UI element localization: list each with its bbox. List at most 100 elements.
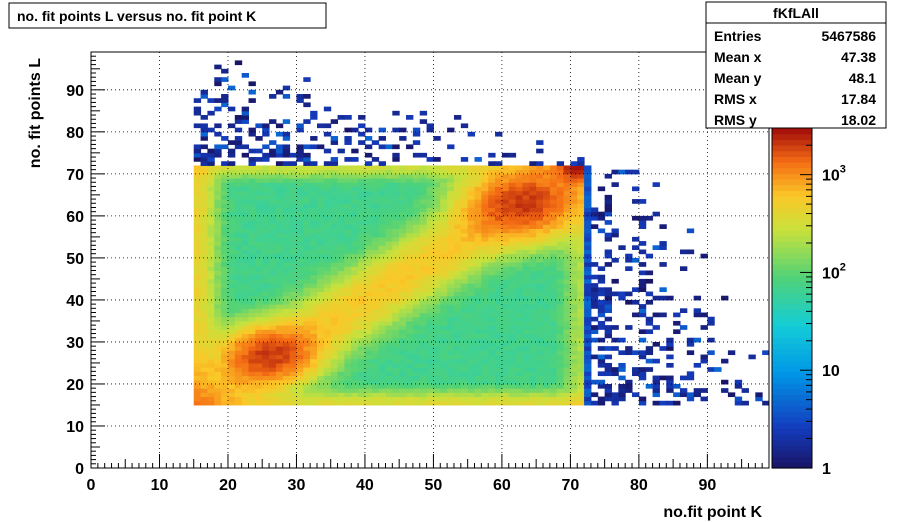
heatmap-cell bbox=[460, 304, 469, 309]
heatmap-cell bbox=[447, 329, 455, 335]
heatmap-cell bbox=[399, 211, 407, 217]
heatmap-cell bbox=[440, 367, 448, 372]
heatmap-cell bbox=[584, 346, 592, 351]
heatmap-cell bbox=[227, 312, 236, 318]
heatmap-cell bbox=[652, 325, 660, 330]
heatmap-cell bbox=[269, 270, 277, 276]
heatmap-cell bbox=[481, 224, 489, 229]
heatmap-cell bbox=[406, 291, 414, 297]
heatmap-cell bbox=[358, 190, 366, 196]
heatmap-cell bbox=[515, 400, 523, 406]
heatmap-cell bbox=[508, 400, 517, 406]
heatmap-cell bbox=[412, 354, 421, 360]
heatmap-cell bbox=[419, 312, 428, 318]
heatmap-cell bbox=[262, 236, 270, 242]
heatmap-cell bbox=[289, 379, 297, 385]
heatmap-cell bbox=[467, 400, 476, 406]
heatmap-cell bbox=[317, 379, 325, 385]
heatmap-cell bbox=[412, 283, 421, 288]
heatmap-cell bbox=[618, 169, 626, 175]
heatmap-cell bbox=[221, 312, 229, 318]
heatmap-cell bbox=[378, 270, 386, 276]
heatmap-cell bbox=[570, 400, 578, 406]
heatmap-cell bbox=[282, 173, 291, 179]
heatmap-cell bbox=[323, 182, 332, 187]
heatmap-cell bbox=[666, 362, 674, 368]
heatmap-cell bbox=[577, 245, 585, 250]
heatmap-cell bbox=[275, 178, 284, 183]
heatmap-cell bbox=[460, 320, 469, 326]
heatmap-cell bbox=[481, 232, 489, 238]
heatmap-cell bbox=[310, 350, 318, 356]
heatmap-cell bbox=[344, 249, 352, 255]
heatmap-cell bbox=[529, 341, 537, 347]
heatmap-cell bbox=[214, 350, 222, 356]
heatmap-cell bbox=[481, 325, 489, 330]
heatmap-cell bbox=[501, 341, 510, 347]
heatmap-cell bbox=[310, 379, 318, 385]
palette-swatch bbox=[772, 292, 812, 299]
stats-label: RMS y bbox=[714, 112, 757, 128]
heatmap-cell bbox=[378, 186, 386, 192]
heatmap-cell bbox=[207, 211, 215, 217]
heatmap-cell bbox=[296, 295, 304, 301]
heatmap-cell bbox=[296, 308, 304, 314]
heatmap-cell bbox=[364, 249, 373, 255]
heatmap-cell bbox=[522, 283, 530, 288]
heatmap-cell bbox=[344, 190, 352, 196]
heatmap-cell bbox=[563, 304, 571, 309]
heatmap-cell bbox=[666, 346, 674, 351]
heatmap-cell bbox=[248, 241, 256, 246]
heatmap-cell bbox=[481, 194, 489, 200]
heatmap-cell bbox=[248, 89, 256, 95]
heatmap-cell bbox=[556, 211, 565, 217]
heatmap-cell bbox=[296, 186, 304, 192]
heatmap-cell bbox=[289, 266, 297, 271]
heatmap-cell bbox=[207, 194, 215, 200]
heatmap-cell bbox=[638, 396, 647, 402]
heatmap-cell bbox=[323, 203, 332, 208]
heatmap-cell bbox=[563, 215, 571, 221]
heatmap-cell bbox=[529, 320, 537, 326]
heatmap-cell bbox=[310, 295, 318, 301]
heatmap-cell bbox=[282, 249, 291, 255]
heatmap-cell bbox=[296, 253, 304, 259]
heatmap-cell bbox=[638, 350, 647, 356]
heatmap-cell bbox=[460, 341, 469, 347]
heatmap-cell bbox=[351, 207, 359, 213]
heatmap-cell bbox=[577, 190, 585, 196]
heatmap-cell bbox=[481, 329, 489, 335]
heatmap-cell bbox=[330, 362, 339, 368]
heatmap-cell bbox=[337, 186, 345, 192]
heatmap-cell bbox=[419, 207, 428, 213]
heatmap-cell bbox=[310, 173, 318, 179]
heatmap-cell bbox=[262, 371, 270, 377]
heatmap-cell bbox=[317, 337, 325, 343]
heatmap-cell bbox=[296, 367, 304, 372]
heatmap-cell bbox=[563, 375, 571, 381]
heatmap-cell bbox=[543, 215, 551, 221]
heatmap-cell bbox=[426, 270, 434, 276]
heatmap-cell bbox=[467, 295, 476, 301]
heatmap-cell bbox=[269, 379, 277, 385]
heatmap-cell bbox=[406, 299, 414, 305]
heatmap-cell bbox=[577, 312, 585, 318]
heatmap-cell bbox=[364, 333, 373, 339]
heatmap-cell bbox=[364, 329, 373, 335]
heatmap-cell bbox=[392, 375, 400, 381]
heatmap-cell bbox=[262, 320, 270, 326]
heatmap-cell bbox=[433, 367, 441, 372]
heatmap-cell bbox=[536, 312, 544, 318]
heatmap-cell bbox=[200, 199, 208, 204]
heatmap-cell bbox=[241, 392, 250, 398]
heatmap-cell bbox=[419, 249, 428, 255]
heatmap-cell bbox=[501, 203, 510, 208]
heatmap-cell bbox=[241, 287, 250, 293]
heatmap-cell bbox=[433, 274, 441, 280]
heatmap-cell bbox=[214, 396, 222, 402]
heatmap-cell bbox=[399, 320, 407, 326]
heatmap-cell bbox=[392, 308, 400, 314]
heatmap-cell bbox=[419, 291, 428, 297]
heatmap-cell bbox=[385, 295, 393, 301]
heatmap-cell bbox=[392, 346, 400, 351]
